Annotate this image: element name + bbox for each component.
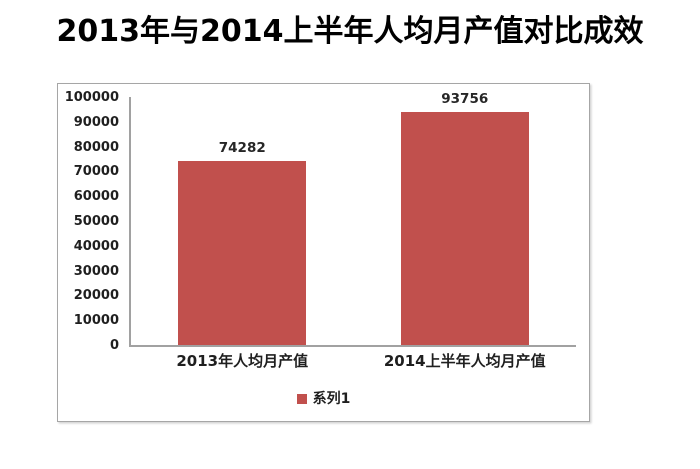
chart-title: 2013年与2014上半年人均月产值对比成效 (56, 14, 644, 49)
bar-2013年人均月产值 (178, 161, 307, 345)
x-category-label: 2013年人均月产值 (176, 352, 309, 370)
y-tick-label: 100000 (64, 90, 119, 105)
y-tick-label: 40000 (73, 238, 119, 254)
legend-swatch-icon (296, 394, 307, 404)
y-tick-label: 0 (109, 338, 119, 353)
y-tick-label: 60000 (73, 189, 119, 205)
chart-frame: 0 10000 20000 30000 40000 50000 60000 70000 8000… (57, 83, 590, 422)
y-tick-label: 80000 (73, 139, 119, 155)
legend-series-label: 系列1 (312, 391, 351, 407)
y-tick-label: 20000 (73, 288, 119, 304)
legend: 系列1 (58, 392, 589, 406)
bar-value-label: 74282 (218, 139, 266, 156)
y-axis: 0 10000 20000 30000 40000 50000 60000 70000 8000… (58, 84, 119, 421)
x-category-label: 2014上半年人均月产值 (383, 352, 546, 370)
y-tick-label: 50000 (73, 214, 119, 229)
plot-area: 74282 93756 (129, 92, 576, 347)
bar-2014上半年人均月产值 (400, 112, 529, 345)
bar-value-label: 93756 (441, 90, 489, 107)
y-tick-label: 70000 (73, 164, 119, 180)
y-tick-label: 30000 (73, 263, 119, 279)
y-tick-label: 10000 (73, 313, 119, 329)
x-axis: 2013年人均月产值 2014上半年人均月产值 (131, 352, 576, 374)
y-tick-label: 90000 (73, 114, 119, 130)
